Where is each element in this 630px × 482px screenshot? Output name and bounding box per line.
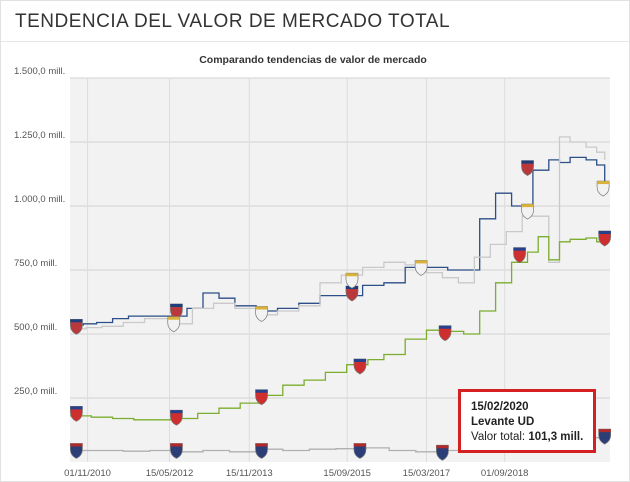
team-badge-icon[interactable] <box>596 180 610 197</box>
badge-stripe <box>70 319 83 323</box>
badge-stripe <box>170 410 183 414</box>
badge-stripe <box>70 406 83 410</box>
team-badge-icon[interactable] <box>167 316 181 333</box>
badge-stripe <box>597 181 610 185</box>
series-line-atl-tico-de-madrid[interactable] <box>70 236 606 421</box>
badge-shield <box>521 160 534 176</box>
badge-stripe <box>598 231 611 234</box>
team-badge-icon[interactable] <box>438 325 452 342</box>
badge-shield <box>414 260 428 276</box>
x-tick-label: 01/11/2010 <box>64 468 111 479</box>
badge-shield <box>70 443 83 459</box>
badge-stripe <box>513 247 526 251</box>
badge-shield <box>436 444 449 461</box>
badge-shield <box>353 443 367 459</box>
badge-stripe <box>255 306 268 310</box>
team-badge-icon[interactable] <box>598 428 612 445</box>
badge-stripe <box>70 443 83 447</box>
team-badge-icon[interactable] <box>170 409 183 426</box>
tooltip-value-row: Valor total: 101,3 mill. <box>471 430 593 445</box>
badge-shield <box>521 203 534 220</box>
badge-shield <box>170 409 183 426</box>
badge-shield <box>438 325 452 342</box>
badge-shield <box>170 443 183 459</box>
team-badge-icon[interactable] <box>255 443 268 459</box>
badge-shield <box>598 230 612 247</box>
badge-stripe <box>436 445 449 449</box>
y-tick-label: 1.500,0 mill. <box>14 66 65 77</box>
team-badge-icon[interactable] <box>353 443 367 459</box>
badge-stripe <box>353 359 366 362</box>
badge-stripe <box>345 273 358 277</box>
y-tick-label: 1.250,0 mill. <box>14 130 65 141</box>
team-badge-icon[interactable] <box>255 306 268 322</box>
badge-shield <box>353 358 367 375</box>
chart-title: Comparando tendencias de valor de mercad… <box>199 54 427 66</box>
badge-shield <box>513 247 526 264</box>
team-badge-icon[interactable] <box>436 444 449 461</box>
tooltip-date: 15/02/2020 <box>471 401 529 413</box>
title-divider <box>1 41 629 42</box>
x-tick-label: 15/05/2012 <box>146 468 194 479</box>
badge-shield <box>255 389 268 406</box>
badge-stripe <box>167 316 180 320</box>
badge-shield <box>70 318 83 335</box>
team-badge-icon[interactable] <box>70 443 83 459</box>
team-badge-icon[interactable] <box>513 247 526 264</box>
team-badge-icon[interactable] <box>345 272 359 289</box>
badge-shield <box>70 406 83 422</box>
team-badge-icon[interactable] <box>70 318 83 335</box>
y-tick-label: 750,0 mill. <box>14 258 57 269</box>
badge-stripe <box>521 160 534 164</box>
team-badge-icon[interactable] <box>353 358 367 375</box>
badge-stripe <box>415 260 428 264</box>
badge-shield <box>598 428 612 445</box>
badge-shield <box>345 272 359 289</box>
x-tick-label: 01/09/2018 <box>481 468 529 479</box>
badge-stripe <box>170 443 183 447</box>
badge-shield <box>345 285 359 302</box>
panel-title: TENDENCIA DEL VALOR DE MERCADO TOTAL <box>15 11 451 32</box>
x-tick-label: 15/11/2013 <box>226 468 273 479</box>
badge-shield <box>167 316 181 333</box>
chart-tooltip: 15/02/2020 Levante UD Valor total: 101,3… <box>458 389 596 453</box>
badge-stripe <box>255 389 268 393</box>
team-badge-icon[interactable] <box>70 406 83 422</box>
badge-stripe <box>255 443 268 447</box>
badge-stripe <box>353 443 366 447</box>
team-badge-icon[interactable] <box>414 260 428 276</box>
team-badge-icon[interactable] <box>598 230 612 247</box>
team-badge-icon[interactable] <box>255 389 268 406</box>
team-badge-icon[interactable] <box>521 160 534 176</box>
x-tick-label: 15/03/2017 <box>403 468 451 479</box>
tooltip-club: Levante UD <box>471 416 535 428</box>
team-badge-icon[interactable] <box>521 203 534 220</box>
team-badge-icon[interactable] <box>170 443 183 459</box>
badge-stripe <box>598 429 611 433</box>
tooltip-value-label: Valor total: <box>471 431 526 443</box>
badge-stripe <box>170 303 183 307</box>
badge-shield <box>255 443 268 459</box>
badge-stripe <box>521 204 534 208</box>
y-tick-label: 1.000,0 mill. <box>14 194 65 205</box>
tooltip-value: 101,3 mill. <box>528 431 584 443</box>
y-tick-label: 500,0 mill. <box>14 322 57 333</box>
y-tick-label: 250,0 mill. <box>14 386 57 397</box>
badge-stripe <box>439 325 452 329</box>
x-tick-label: 15/09/2015 <box>323 468 371 479</box>
series-line-fc-barcelona[interactable] <box>70 156 606 326</box>
badge-shield <box>255 306 268 322</box>
badge-shield <box>596 180 610 197</box>
